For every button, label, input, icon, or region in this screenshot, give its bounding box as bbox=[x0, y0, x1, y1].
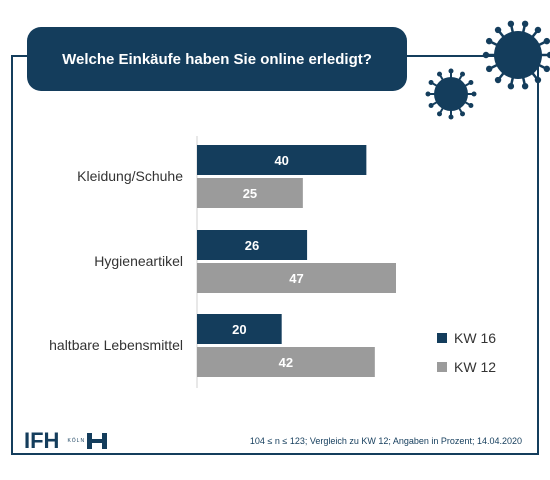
data-label: 42 bbox=[279, 355, 293, 370]
virus-icon-large bbox=[482, 20, 550, 90]
category-label: Kleidung/Schuhe bbox=[77, 168, 183, 184]
data-label: 26 bbox=[245, 238, 259, 253]
virus-icon-small bbox=[425, 68, 477, 120]
ifh-logo: IFH KÖLN bbox=[24, 428, 108, 454]
chart-title: Welche Einkäufe haben Sie online erledig… bbox=[62, 50, 372, 68]
bar-kw12 bbox=[197, 263, 396, 293]
legend-swatch-kw12 bbox=[437, 362, 447, 372]
bar-kw16 bbox=[197, 314, 282, 344]
logo-subtext: KÖLN bbox=[67, 438, 86, 444]
category-label: haltbare Lebensmittel bbox=[49, 337, 183, 353]
footnote: 104 ≤ n ≤ 123; Vergleich zu KW 12; Angab… bbox=[249, 436, 522, 446]
legend-swatch-kw16 bbox=[437, 333, 447, 343]
logo-mark-icon bbox=[87, 433, 108, 449]
bar-kw16 bbox=[197, 230, 308, 260]
data-label: 40 bbox=[274, 153, 288, 168]
legend-item-kw16: KW 16 bbox=[437, 330, 496, 346]
bar-kw16 bbox=[197, 145, 367, 175]
category-label: Hygieneartikel bbox=[94, 253, 183, 269]
bar-kw12 bbox=[197, 178, 303, 208]
legend-label-kw12: KW 12 bbox=[454, 359, 497, 375]
legend-label-kw16: KW 16 bbox=[454, 330, 497, 346]
bar-kw12 bbox=[197, 347, 375, 377]
data-label: 25 bbox=[243, 186, 257, 201]
legend-item-kw12: KW 12 bbox=[437, 359, 496, 375]
title-banner: Welche Einkäufe haben Sie online erledig… bbox=[27, 27, 407, 91]
logo-text: IFH bbox=[24, 428, 60, 453]
data-label: 47 bbox=[289, 271, 303, 286]
data-label: 20 bbox=[232, 322, 246, 337]
